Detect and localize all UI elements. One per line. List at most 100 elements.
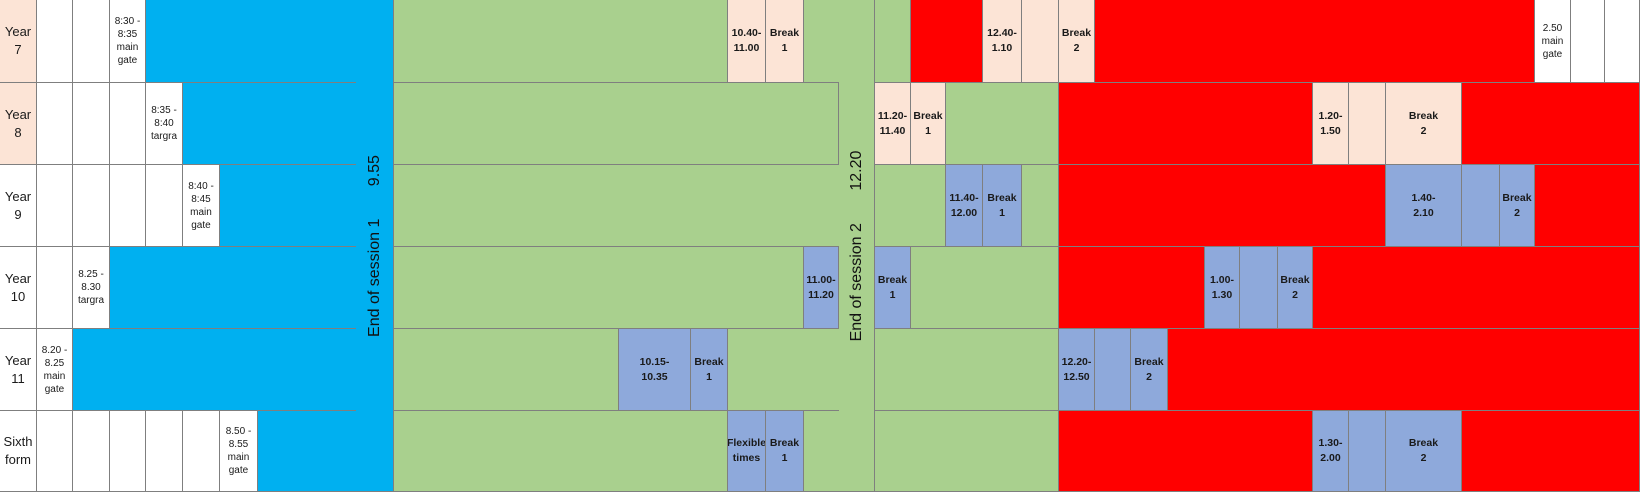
grid-cell <box>394 247 804 329</box>
grid-cell <box>1022 0 1059 83</box>
grid-cell <box>394 411 728 492</box>
time-cell: Break 2 <box>1500 165 1535 247</box>
cell-text: Year 8 <box>4 106 32 140</box>
cell-text: Break 1 <box>987 191 1017 219</box>
grid-cell <box>1059 0 1535 83</box>
cell-text: Year 11 <box>4 352 32 386</box>
grid-cell <box>73 329 394 411</box>
time-cell: 1.30- 2.00 <box>1313 411 1349 492</box>
grid-cell <box>37 165 73 247</box>
grid-cell <box>37 411 73 492</box>
row-header: Year 8 <box>0 83 37 165</box>
cell-text: Sixth form <box>3 434 33 467</box>
row-header: Year 9 <box>0 165 37 247</box>
grid-cell <box>1168 329 1640 411</box>
row-header: Sixth form <box>0 411 37 492</box>
grid-cell <box>1059 411 1313 492</box>
cell-text: 8.50 - 8.55 main gate <box>225 426 252 476</box>
grid-cell <box>1571 0 1605 83</box>
cell-text: Year 9 <box>4 188 32 222</box>
cell-text: 11.20- 11.40 <box>877 109 908 137</box>
grid-cell <box>1095 329 1131 411</box>
time-cell: 1.00- 1.30 <box>1205 247 1240 329</box>
grid-cell <box>110 165 146 247</box>
time-cell: 8.50 - 8.55 main gate <box>220 411 258 492</box>
grid-cell <box>183 411 220 492</box>
grid-cell <box>1059 247 1205 329</box>
cell-text: Break 2 <box>1502 191 1532 219</box>
grid-cell <box>73 0 110 83</box>
time-cell: Break 1 <box>766 0 804 83</box>
cell-text: Break 2 <box>1280 273 1310 301</box>
time-cell: 8:30 - 8:35 main gate <box>110 0 146 83</box>
cell-text: 11.00- 11.20 <box>806 273 836 301</box>
grid-cell <box>1022 165 1059 247</box>
grid-cell <box>1349 411 1386 492</box>
grid-cell <box>394 83 839 165</box>
cell-text: Break 2 <box>1408 109 1439 137</box>
grid-cell <box>728 329 1059 411</box>
grid-cell <box>394 0 728 83</box>
grid-cell <box>73 165 110 247</box>
cell-text: 12.20- 12.50 <box>1061 355 1092 383</box>
grid-cell <box>1240 247 1278 329</box>
grid-cell <box>37 247 73 329</box>
grid-cell <box>911 0 983 83</box>
grid-cell <box>146 165 183 247</box>
grid-cell <box>73 83 110 165</box>
time-cell: 8:40 - 8:45 main gate <box>183 165 220 247</box>
time-cell: 11.00- 11.20 <box>804 247 839 329</box>
end-session-2-text: End of session 2 <box>847 222 865 341</box>
cell-text: 8:30 - 8:35 main gate <box>114 16 141 66</box>
cell-text: Break 2 <box>1134 355 1164 383</box>
cell-text: Flexible times <box>728 437 766 464</box>
grid-cell <box>110 247 394 329</box>
cell-text: Break 1 <box>694 355 724 383</box>
grid-cell <box>1535 165 1640 247</box>
time-cell: 1.40- 2.10 <box>1386 165 1462 247</box>
time-cell: 10.15- 10.35 <box>619 329 691 411</box>
time-cell: 12.20- 12.50 <box>1059 329 1095 411</box>
row-header: Year 7 <box>0 0 37 83</box>
time-cell: Break 2 <box>1131 329 1168 411</box>
cell-text: 1.00- 1.30 <box>1210 273 1234 301</box>
grid-cell <box>1059 83 1313 165</box>
cell-text: 1.20- 1.50 <box>1318 109 1343 137</box>
cell-text: Break 1 <box>877 273 908 301</box>
time-cell: Break 2 <box>1278 247 1313 329</box>
grid-cell <box>146 0 394 83</box>
grid-cell <box>37 0 73 83</box>
grid-cell <box>146 411 183 492</box>
time-cell: Break 1 <box>911 83 946 165</box>
time-cell: 11.40- 12.00 <box>946 165 983 247</box>
grid-cell <box>1605 0 1640 83</box>
cell-text: Break 2 <box>1408 437 1439 464</box>
grid-cell <box>1462 83 1640 165</box>
cell-text: 1.40- 2.10 <box>1411 191 1436 219</box>
cell-text: Break 1 <box>913 109 943 137</box>
time-cell: Flexible times <box>728 411 766 492</box>
cell-text: 8:35 - 8:40 targra <box>150 105 178 142</box>
time-cell: Break 2 <box>1386 411 1462 492</box>
end-session-1-label: End of session 1 9.55 <box>366 141 384 351</box>
grid-cell <box>1313 247 1640 329</box>
time-cell: Break 1 <box>875 247 911 329</box>
end-session-1-divider: End of session 1 9.55 <box>356 0 394 492</box>
cell-text: 10.40- 11.00 <box>731 27 762 54</box>
time-cell: 8:35 - 8:40 targra <box>146 83 183 165</box>
cell-text: Year 7 <box>4 24 32 57</box>
cell-text: 8.25 - 8.30 targra <box>77 269 105 306</box>
end-session-2-label: End of session 2 12.20 <box>848 136 866 355</box>
time-cell: 2.50 main gate <box>1535 0 1571 83</box>
cell-text: 2.50 main gate <box>1541 22 1564 60</box>
cell-text: Year 10 <box>4 270 32 304</box>
end-session-1-text: End of session 1 <box>365 218 383 337</box>
grid-cell <box>1462 165 1500 247</box>
row-header: Year 11 <box>0 329 37 411</box>
cell-text: 1.30- 2.00 <box>1318 437 1343 464</box>
time-cell: 8.25 - 8.30 targra <box>73 247 110 329</box>
cell-text: Break 2 <box>1061 27 1092 54</box>
cell-text: 12.40- 1.10 <box>987 27 1017 54</box>
cell-text: 8:40 - 8:45 main gate <box>188 180 214 231</box>
grid-cell <box>73 411 110 492</box>
